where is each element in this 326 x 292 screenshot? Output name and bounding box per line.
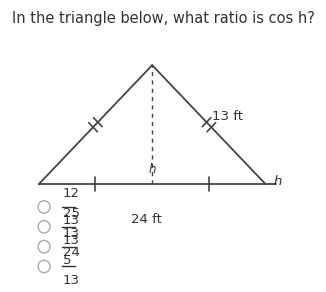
Text: 13: 13	[63, 234, 80, 247]
Text: h: h	[149, 163, 156, 176]
Text: 13: 13	[63, 214, 80, 227]
Text: In the triangle below, what ratio is cos h?: In the triangle below, what ratio is cos…	[11, 11, 315, 26]
Text: 5: 5	[63, 254, 71, 267]
Text: 12: 12	[63, 187, 80, 200]
Text: 13 ft: 13 ft	[212, 110, 243, 123]
Text: 24 ft: 24 ft	[131, 213, 162, 226]
Text: 13: 13	[63, 274, 80, 286]
Text: 13: 13	[63, 227, 80, 239]
Text: h: h	[274, 175, 282, 188]
Text: 25: 25	[63, 207, 80, 220]
Text: 24: 24	[63, 246, 80, 259]
